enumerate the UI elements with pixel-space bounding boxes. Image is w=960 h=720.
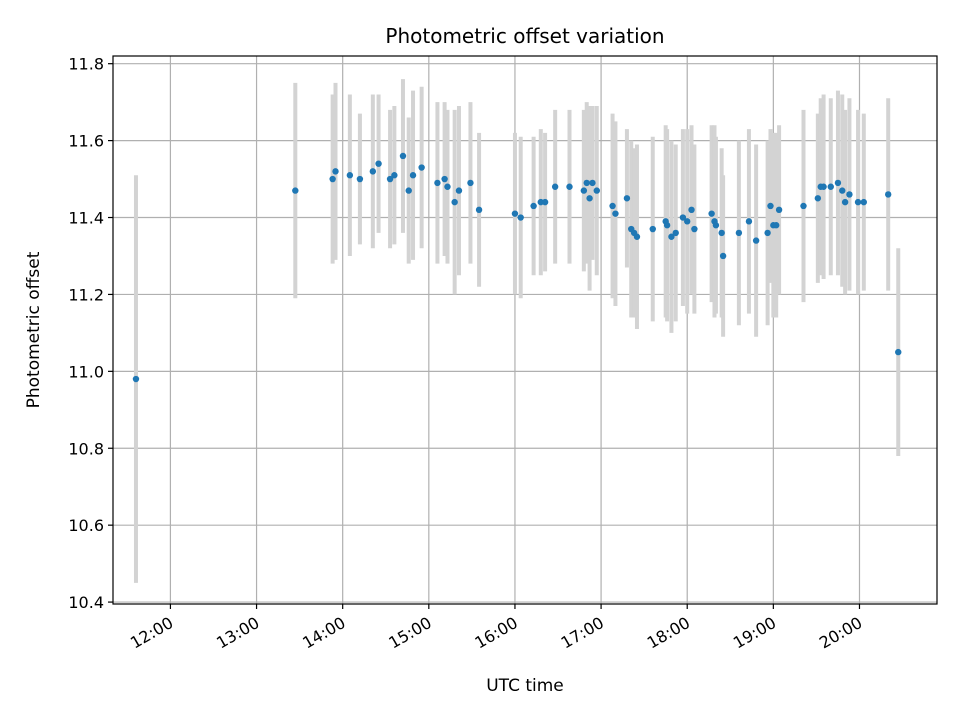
data-point (668, 233, 675, 240)
data-point (511, 210, 519, 217)
data-point (688, 206, 695, 214)
data-point (386, 175, 394, 183)
data-point (860, 198, 867, 206)
data-point (672, 229, 679, 237)
y-tick-label: 11.8 (68, 55, 104, 74)
data-point (841, 198, 849, 206)
grid-lines (113, 56, 937, 604)
data-point (773, 222, 780, 229)
data-point (329, 175, 336, 183)
data-point (764, 229, 771, 237)
plot-frame (112, 55, 938, 605)
data-point (839, 187, 846, 194)
data-point (679, 214, 687, 221)
data-point (609, 202, 616, 210)
data-point (895, 348, 902, 356)
y-axis-ticks: 10.4 10.6 10.8 11.0 11.2 11.4 11.6 11.8 (68, 55, 113, 612)
y-tick-label: 11.4 (68, 209, 104, 228)
data-point (719, 252, 727, 260)
data-point (589, 179, 596, 187)
data-point (834, 179, 842, 187)
x-axis-title: UTC time (486, 676, 564, 696)
y-axis-title: Photometric offset (24, 251, 44, 408)
data-point (391, 172, 398, 179)
data-point (530, 202, 537, 210)
data-point (399, 152, 407, 160)
data-point (356, 175, 364, 183)
data-point (434, 179, 441, 187)
data-point (712, 222, 720, 229)
chart-title: Photometric offset variation (385, 24, 664, 48)
data-point (346, 172, 354, 179)
data-point (369, 168, 377, 175)
y-tick-label: 11.6 (68, 132, 104, 151)
data-point (735, 229, 743, 237)
data-point (884, 191, 892, 198)
data-point (517, 214, 524, 221)
data-point (752, 237, 760, 244)
data-point (846, 191, 853, 198)
data-point (612, 210, 619, 217)
data-point (551, 183, 559, 190)
data-point (745, 218, 753, 225)
data-point (455, 187, 463, 194)
data-point (375, 160, 382, 167)
data-point (418, 164, 425, 171)
y-tick-label: 11.0 (68, 362, 104, 381)
data-point (854, 198, 862, 206)
data-point (405, 187, 412, 194)
data-point (441, 175, 448, 183)
data-point (649, 225, 656, 233)
data-point (593, 187, 600, 194)
data-point (718, 229, 725, 237)
data-point (580, 187, 588, 194)
data-point (541, 198, 549, 206)
data-point (663, 222, 671, 229)
data-point (767, 202, 774, 210)
data-point (444, 183, 451, 190)
data-point (827, 183, 834, 190)
data-point (586, 195, 593, 202)
data-point (684, 218, 691, 225)
data-point (583, 179, 590, 187)
data-point (775, 206, 783, 214)
data-points (132, 152, 902, 383)
data-point (814, 195, 822, 202)
data-point (332, 168, 339, 175)
data-point (691, 225, 698, 233)
data-point (623, 195, 631, 202)
data-point (708, 210, 715, 217)
data-point (475, 206, 483, 214)
y-tick-label: 10.4 (68, 593, 104, 612)
data-point (633, 233, 641, 240)
y-tick-label: 10.6 (68, 516, 104, 535)
data-point (820, 183, 827, 190)
y-tick-label: 11.2 (68, 285, 104, 304)
data-point (132, 375, 140, 383)
data-point (409, 172, 417, 179)
data-point (451, 198, 458, 206)
data-point (467, 179, 474, 187)
data-point (292, 187, 299, 194)
y-tick-label: 10.8 (68, 439, 104, 458)
data-point (800, 202, 807, 210)
data-point (566, 183, 573, 190)
